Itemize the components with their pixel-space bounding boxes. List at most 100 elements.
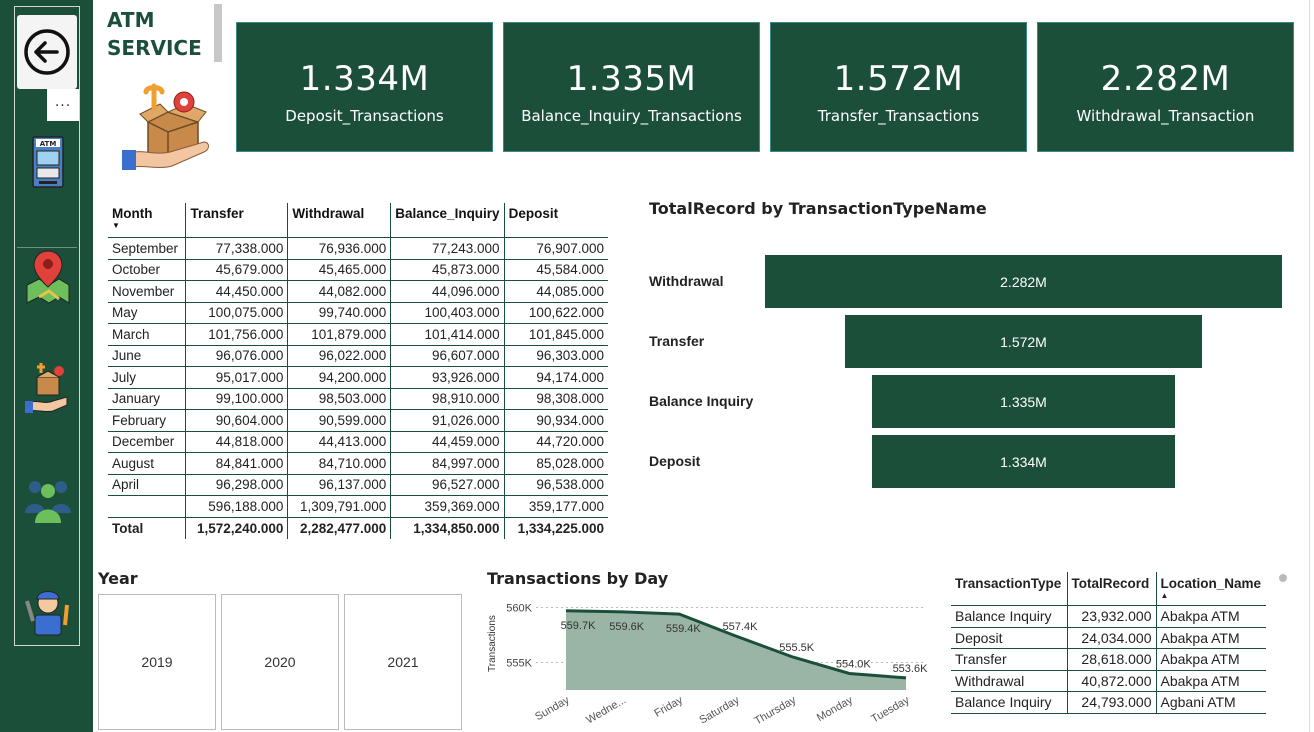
- transaction-type-cell: Balance Inquiry: [951, 691, 1067, 714]
- value-cell: 84,997.000: [390, 452, 505, 475]
- value-cell: 45,584.000: [503, 259, 608, 281]
- funnel-label-balance-inquiry: Balance Inquiry: [649, 393, 754, 409]
- table-row[interactable]: May 100,075.000 99,740.000 100,403.000 100,6…: [108, 302, 608, 324]
- table-row[interactable]: October 45,679.000 45,465.000 45,873.000 45,…: [108, 259, 608, 281]
- funnel-chart-title: TotalRecord by TransactionTypeName: [649, 199, 987, 218]
- series-line: [565, 609, 907, 680]
- transaction-type-cell: Transfer: [951, 648, 1067, 671]
- funnel-label-withdrawal: Withdrawal: [649, 273, 724, 289]
- value-cell: 96,076.000: [185, 345, 288, 367]
- month-cell: June: [108, 345, 186, 367]
- users-group-icon[interactable]: [23, 469, 73, 527]
- kpi-card-transfer[interactable]: 1.572M Transfer_Transactions: [770, 22, 1027, 152]
- kpi-label: Balance_Inquiry_Transactions: [521, 107, 742, 125]
- kpi-card-balance-inquiry[interactable]: 1.335M Balance_Inquiry_Transactions: [503, 22, 760, 152]
- map-pin-icon[interactable]: [23, 247, 73, 305]
- location-name-cell: Abakpa ATM: [1155, 627, 1266, 649]
- funnel-value-label: 2.282M: [1000, 273, 1047, 290]
- value-cell: 101,845.000: [503, 323, 608, 346]
- table-row[interactable]: June 96,076.000 96,022.000 96,607.000 96,303…: [108, 345, 608, 367]
- table-row[interactable]: November 44,450.000 44,082.000 44,096.000 44…: [108, 280, 608, 303]
- value-cell: 44,450.000: [185, 280, 288, 303]
- column-header-transaction-type[interactable]: TransactionType: [951, 572, 1067, 606]
- table-row[interactable]: March 101,756.000 101,879.000 101,414.000 10…: [108, 323, 608, 346]
- value-cell: 94,174.000: [503, 366, 608, 389]
- column-header-withdrawal[interactable]: Withdrawal: [287, 203, 391, 238]
- header-scrollbar[interactable]: [214, 4, 222, 62]
- more-options-button[interactable]: ...: [47, 89, 79, 121]
- funnel-value-label: 1.335M: [1000, 393, 1047, 410]
- data-point[interactable]: [846, 671, 852, 677]
- table-row[interactable]: July 95,017.000 94,200.000 93,926.000 94,174…: [108, 366, 608, 389]
- column-header-deposit[interactable]: Deposit: [503, 203, 608, 238]
- data-point[interactable]: [903, 675, 909, 681]
- data-label: 553.6K: [893, 663, 929, 675]
- x-tick-label: Saturday: [697, 694, 742, 727]
- value-cell: 96,527.000: [390, 474, 505, 496]
- total-record-cell: 23,932.000: [1066, 605, 1156, 628]
- column-header-balance-inquiry[interactable]: Balance_Inquiry: [390, 203, 505, 238]
- value-cell: 359,369.000: [390, 495, 505, 518]
- year-option-2019[interactable]: 2019: [98, 594, 216, 730]
- month-cell: August: [108, 452, 186, 475]
- year-option-2020[interactable]: 2020: [221, 594, 339, 730]
- value-cell: 45,873.000: [390, 259, 505, 281]
- data-point[interactable]: [733, 633, 739, 639]
- atm-machine-icon[interactable]: ATM: [23, 133, 73, 191]
- y-tick-label: 560K: [506, 603, 532, 615]
- data-point[interactable]: [563, 608, 569, 614]
- data-point[interactable]: [620, 609, 626, 615]
- table-row[interactable]: Transfer 28,618.000 Abakpa ATM: [951, 648, 1266, 671]
- technician-icon[interactable]: [23, 581, 73, 639]
- funnel-label-deposit: Deposit: [649, 453, 701, 469]
- y-tick-label: 555K: [506, 658, 532, 670]
- value-cell: 45,679.000: [185, 259, 288, 281]
- total-value-cell: 1,572,240.000: [185, 516, 288, 539]
- transaction-type-cell: Balance Inquiry: [951, 605, 1067, 628]
- value-cell: 85,028.000: [503, 452, 608, 475]
- total-record-cell: 24,034.000: [1066, 627, 1156, 649]
- table-row[interactable]: April 96,298.000 96,137.000 96,527.000 96,53…: [108, 474, 608, 496]
- location-name-cell: Agbani ATM: [1155, 691, 1266, 714]
- column-header-total-record[interactable]: TotalRecord: [1066, 572, 1156, 606]
- kpi-card-deposit[interactable]: 1.334M Deposit_Transactions: [236, 22, 493, 152]
- table-row[interactable]: Balance Inquiry 23,932.000 Abakpa ATM: [951, 605, 1266, 628]
- table-row[interactable]: August 84,841.000 84,710.000 84,997.000 85,0…: [108, 452, 608, 475]
- data-point[interactable]: [790, 654, 796, 660]
- year-option-2021[interactable]: 2021: [344, 594, 462, 730]
- table-row[interactable]: 596,188.000 1,309,791.000 359,369.000 359,1…: [108, 495, 608, 518]
- value-cell: 84,710.000: [287, 452, 391, 475]
- funnel-value-label: 1.334M: [1000, 453, 1047, 470]
- table-row[interactable]: Withdrawal 40,872.000 Abakpa ATM: [951, 670, 1266, 692]
- funnel-bar-transfer[interactable]: 1.572M: [845, 315, 1202, 368]
- funnel-bar-deposit[interactable]: 1.334M: [872, 435, 1175, 488]
- table-row[interactable]: January 99,100.000 98,503.000 98,910.000 98,…: [108, 388, 608, 410]
- column-header-location-name[interactable]: Location_Name ▲: [1155, 572, 1266, 606]
- data-label: 559.6K: [609, 621, 645, 633]
- table-row[interactable]: Deposit 24,034.000 Abakpa ATM: [951, 627, 1266, 649]
- kpi-value: 1.335M: [566, 59, 697, 99]
- data-point[interactable]: [676, 611, 682, 617]
- service-box-icon[interactable]: [23, 359, 73, 417]
- table-row[interactable]: September 77,338.000 76,936.000 77,243.000 7…: [108, 237, 608, 260]
- transaction-type-cell: Withdrawal: [951, 670, 1067, 692]
- data-label: 555.5K: [779, 642, 815, 654]
- kpi-card-withdrawal[interactable]: 2.282M Withdrawal_Transaction: [1037, 22, 1294, 152]
- table-row[interactable]: February 90,604.000 90,599.000 91,026.000 90…: [108, 409, 608, 432]
- funnel-bar-withdrawal[interactable]: 2.282M: [765, 255, 1282, 308]
- value-cell: 95,017.000: [185, 366, 288, 389]
- column-header-transfer[interactable]: Transfer: [185, 203, 288, 238]
- kpi-value: 2.282M: [1100, 59, 1231, 99]
- table-row[interactable]: December 44,818.000 44,413.000 44,459.000 44…: [108, 431, 608, 453]
- total-value-cell: 1,334,850.000: [390, 516, 505, 539]
- value-cell: 76,936.000: [287, 237, 391, 260]
- table-row[interactable]: Balance Inquiry 24,793.000 Agbani ATM: [951, 691, 1266, 714]
- transaction-type-cell: Deposit: [951, 627, 1067, 649]
- table-scroll-handle[interactable]: [1279, 574, 1287, 582]
- funnel-bar-balance-inquiry[interactable]: 1.335M: [872, 375, 1175, 428]
- kpi-label: Deposit_Transactions: [285, 107, 444, 125]
- column-header-month[interactable]: Month ▼: [108, 203, 186, 238]
- value-cell: 96,607.000: [390, 345, 505, 367]
- back-button[interactable]: [17, 15, 77, 89]
- value-cell: 96,022.000: [287, 345, 391, 367]
